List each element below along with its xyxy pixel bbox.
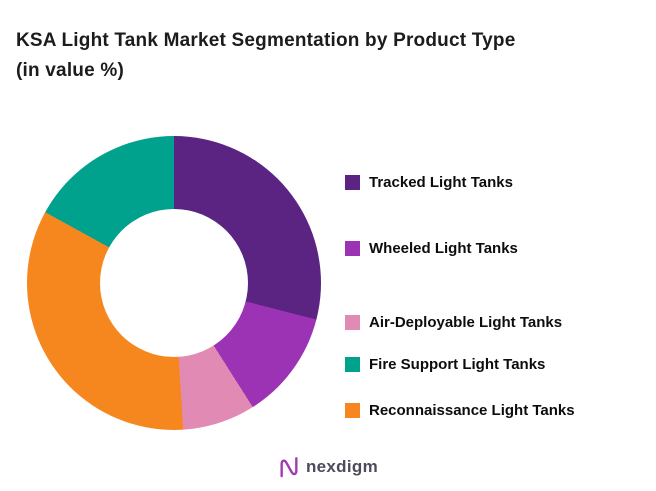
legend-label: Tracked Light Tanks bbox=[369, 173, 513, 191]
donut-chart-area bbox=[27, 136, 321, 430]
legend-label: Fire Support Light Tanks bbox=[369, 355, 546, 373]
nexdigm-logo-text: nexdigm bbox=[305, 457, 378, 476]
legend-swatch bbox=[345, 174, 360, 190]
legend-swatch bbox=[345, 356, 360, 372]
legend-swatch bbox=[345, 314, 360, 330]
nexdigm-n-squiggle-icon bbox=[280, 457, 298, 478]
donut-hole bbox=[100, 209, 248, 357]
legend-swatch bbox=[345, 402, 360, 418]
chart-legend: Tracked Light Tanks Wheeled Light Tanks … bbox=[345, 172, 645, 420]
legend-label: Wheeled Light Tanks bbox=[369, 239, 518, 257]
legend-item: Tracked Light Tanks bbox=[345, 172, 645, 192]
legend-item: Wheeled Light Tanks bbox=[345, 238, 645, 258]
nexdigm-logo: nexdigm bbox=[0, 455, 656, 479]
legend-label: Air-Deployable Light Tanks bbox=[369, 313, 563, 331]
chart-title-line2: (in value %) bbox=[16, 60, 124, 81]
legend-item: Fire Support Light Tanks bbox=[345, 354, 645, 374]
legend-item: Air-Deployable Light Tanks bbox=[345, 312, 645, 332]
legend-label: Reconnaissance Light Tanks bbox=[369, 401, 575, 419]
legend-swatch bbox=[345, 240, 360, 256]
chart-title-line1: KSA Light Tank Market Segmentation by Pr… bbox=[16, 30, 516, 51]
legend-item: Reconnaissance Light Tanks bbox=[345, 400, 645, 420]
chart-title: KSA Light Tank Market Segmentation by Pr… bbox=[16, 26, 646, 86]
